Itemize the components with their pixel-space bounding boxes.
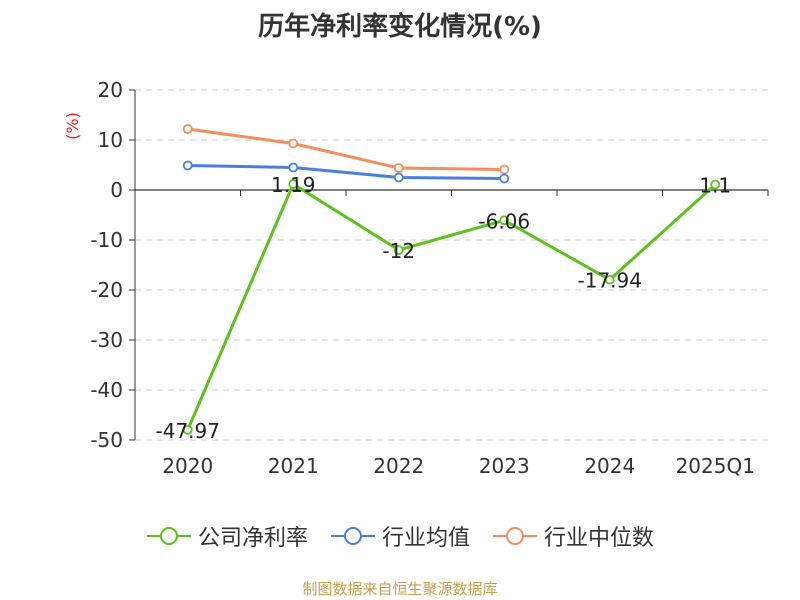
x-tick-label: 2025Q1 bbox=[676, 454, 755, 478]
legend-marker-industry-mean-icon bbox=[330, 526, 376, 546]
data-point bbox=[499, 164, 510, 175]
legend-item-industry-median[interactable]: 行业中位数 bbox=[492, 520, 654, 552]
chart-title: 历年净利率变化情况(%) bbox=[258, 12, 542, 42]
y-tick-label: -30 bbox=[90, 328, 123, 352]
data-label: 1.1 bbox=[699, 174, 731, 198]
data-point bbox=[288, 179, 299, 189]
legend-label-industry-mean: 行业均值 bbox=[381, 526, 470, 551]
x-tick-label: 2024 bbox=[584, 454, 635, 478]
y-tick-label: 10 bbox=[98, 128, 123, 152]
data-point bbox=[288, 162, 299, 173]
data-point bbox=[393, 245, 404, 255]
line-chart: 20 10 0 -10 -20 -30 -40 -50 2020 2021 2022 2023 2024… bbox=[63, 78, 769, 478]
data-point bbox=[288, 138, 299, 149]
data-point bbox=[499, 215, 510, 226]
data-point bbox=[604, 274, 615, 285]
data-point bbox=[710, 179, 721, 190]
data-label: -6.06 bbox=[478, 209, 530, 233]
data-label: 1.19 bbox=[271, 173, 316, 197]
data-point bbox=[499, 173, 510, 184]
data-label: -12 bbox=[382, 239, 415, 263]
y-axis-label: (%) bbox=[63, 112, 82, 140]
y-tick-label: 0 bbox=[110, 178, 123, 202]
data-label: -47.97 bbox=[156, 419, 220, 443]
y-tick-label: -40 bbox=[90, 378, 123, 402]
data-label: -17.94 bbox=[578, 269, 642, 293]
y-tick-label: -50 bbox=[90, 428, 123, 452]
series-line bbox=[187, 127, 505, 171]
data-point bbox=[393, 172, 404, 183]
y-tick-label: 20 bbox=[98, 78, 123, 102]
legend-label-company: 公司净利率 bbox=[197, 526, 308, 551]
series-line bbox=[187, 164, 505, 180]
data-point bbox=[182, 424, 193, 435]
x-tick-label: 2021 bbox=[268, 454, 319, 478]
legend: 公司净利率 行业均值 行业中位数 bbox=[0, 520, 800, 552]
data-point bbox=[182, 160, 193, 171]
legend-item-industry-mean[interactable]: 行业均值 bbox=[330, 520, 470, 552]
x-tick-label: 2022 bbox=[373, 454, 424, 478]
legend-marker-industry-median-icon bbox=[492, 526, 538, 546]
data-point bbox=[393, 163, 404, 173]
series-line bbox=[186, 182, 717, 431]
x-tick-label: 2020 bbox=[162, 454, 213, 478]
legend-item-company[interactable]: 公司净利率 bbox=[146, 520, 308, 552]
x-tick-label: 2023 bbox=[479, 454, 530, 478]
data-point bbox=[182, 124, 193, 134]
data-source-note: 制图数据来自恒生聚源数据库 bbox=[302, 580, 498, 598]
y-tick-label: -10 bbox=[90, 228, 123, 252]
legend-marker-company-icon bbox=[146, 526, 192, 546]
y-tick-label: -20 bbox=[90, 278, 123, 302]
legend-label-industry-median: 行业中位数 bbox=[544, 526, 655, 551]
